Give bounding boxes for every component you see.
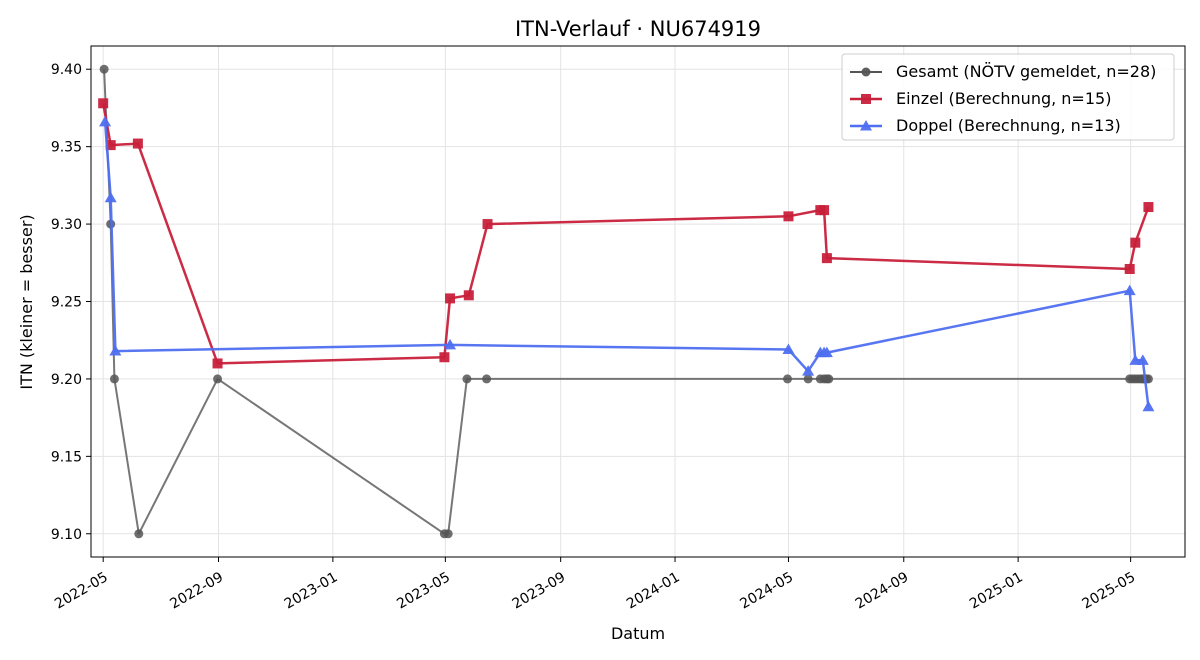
legend-marker	[861, 94, 871, 104]
data-point	[134, 529, 144, 539]
data-point	[1124, 263, 1135, 274]
legend-entry: Gesamt (NÖTV gemeldet, n=28)	[850, 62, 1156, 81]
data-point	[213, 374, 223, 384]
data-point	[783, 211, 794, 222]
data-point	[99, 64, 109, 74]
legend: Gesamt (NÖTV gemeldet, n=28) Einzel (Bere…	[841, 53, 1175, 141]
data-point	[1136, 354, 1149, 365]
y-tick-label: 9.35	[51, 140, 82, 156]
data-point	[803, 374, 813, 384]
legend-label: Gesamt (NÖTV gemeldet, n=28)	[896, 62, 1156, 81]
y-tick-label: 9.20	[51, 372, 82, 388]
data-point	[109, 374, 119, 384]
data-point	[98, 98, 109, 109]
data-point	[821, 253, 832, 264]
data-point	[802, 365, 815, 376]
data-point	[1142, 400, 1155, 412]
data-point	[824, 374, 834, 384]
legend-entry: Doppel (Berechnung, n=13)	[850, 116, 1121, 135]
data-point	[99, 115, 112, 127]
data-point	[1143, 202, 1154, 213]
data-point	[104, 191, 117, 203]
data-point	[482, 374, 492, 384]
data-point	[109, 345, 122, 356]
series-triangle	[99, 115, 1155, 412]
legend-marker	[861, 67, 871, 77]
data-point	[132, 138, 143, 149]
data-point	[439, 352, 450, 363]
data-point	[482, 219, 493, 230]
series-square	[98, 98, 1154, 369]
chart-title: ITN-Verlauf · NU674919	[515, 17, 761, 41]
data-point	[212, 358, 223, 369]
data-point	[1130, 237, 1141, 248]
y-tick-label: 9.30	[51, 217, 82, 233]
data-point	[782, 343, 795, 355]
data-point	[105, 140, 116, 151]
y-tick-label: 9.15	[51, 449, 82, 465]
legend-frame	[841, 53, 1175, 141]
legend-label: Doppel (Berechnung, n=13)	[896, 116, 1121, 135]
x-axis-label: Datum	[611, 624, 665, 643]
data-point	[820, 346, 833, 358]
legend-marker	[860, 120, 872, 131]
data-point	[443, 529, 453, 539]
y-tick-label: 9.25	[51, 295, 82, 311]
data-point	[783, 374, 793, 384]
data-point	[819, 205, 830, 216]
y-axis-label: ITN (kleiner = besser)	[17, 214, 36, 389]
legend-entry: Einzel (Berechnung, n=15)	[850, 89, 1111, 108]
y-tick-label: 9.40	[51, 62, 82, 78]
y-axis: 9.10 9.15 9.20 9.25 9.30 9.35 9.40	[51, 62, 91, 543]
data-point	[445, 293, 456, 304]
legend-label: Einzel (Berechnung, n=15)	[896, 89, 1111, 108]
data-point	[1123, 284, 1136, 296]
y-tick-label: 9.10	[51, 527, 82, 543]
series-group	[98, 64, 1155, 539]
data-point	[444, 338, 457, 350]
data-point	[463, 290, 474, 301]
data-point	[462, 374, 472, 384]
